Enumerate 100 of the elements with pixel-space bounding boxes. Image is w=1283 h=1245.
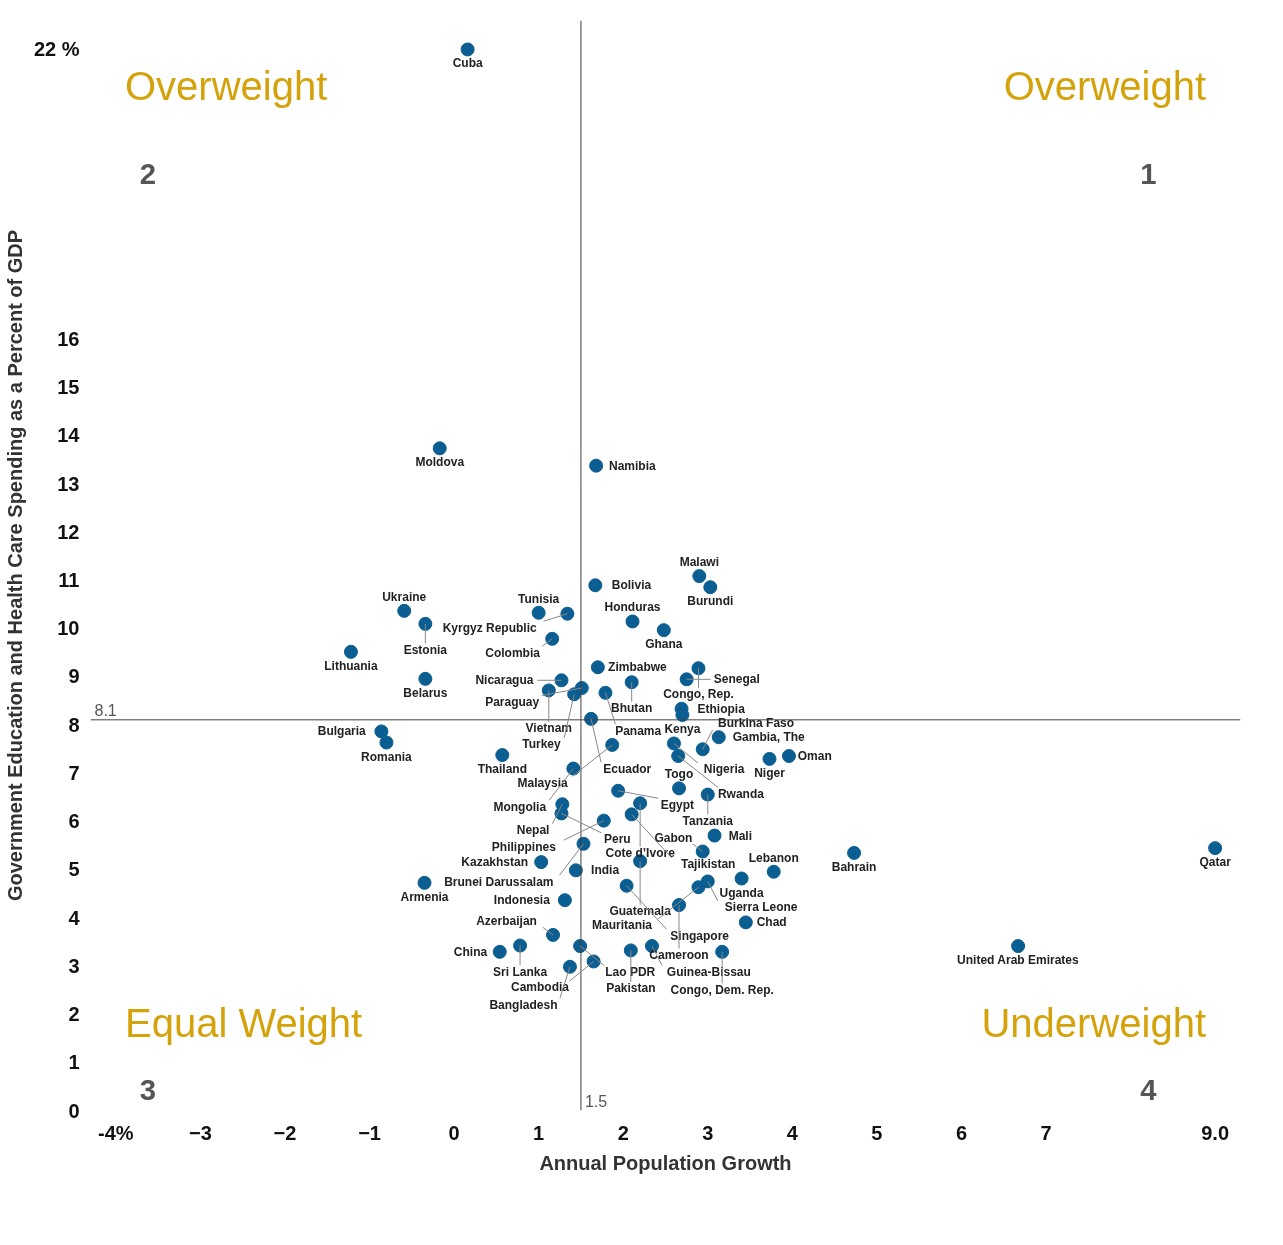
annotation: Mongolia bbox=[493, 799, 547, 814]
annotation: Congo, Dem. Rep. bbox=[670, 982, 774, 997]
x-tick-label: 1 bbox=[533, 1121, 545, 1144]
annotation: Malaysia bbox=[517, 775, 568, 790]
annotation: Mali bbox=[728, 828, 753, 843]
annotation: Tajikistan bbox=[680, 857, 736, 872]
y-tick-label: 16 bbox=[57, 327, 80, 350]
x-tick-label: -4% bbox=[98, 1121, 134, 1144]
annotation: 1 bbox=[1140, 157, 1157, 190]
y-tick-label: 13 bbox=[57, 472, 80, 495]
y-tick-label: 12 bbox=[57, 520, 80, 543]
annotation: Guatemala bbox=[609, 904, 672, 919]
x-tick-label: 9.0 bbox=[1201, 1121, 1230, 1144]
annotation: Romania bbox=[361, 749, 413, 764]
y-tick-label: 5 bbox=[68, 858, 80, 881]
annotation: 4 bbox=[1140, 1072, 1158, 1106]
x-tick-label: 6 bbox=[955, 1121, 968, 1144]
annotation: Pakistan bbox=[606, 981, 656, 996]
annotation: Bolivia bbox=[611, 578, 652, 593]
annotation: Colombia bbox=[485, 645, 541, 660]
annotation: Niger bbox=[754, 765, 786, 780]
annotation: Senegal bbox=[713, 672, 760, 687]
y-tick-label: 3 bbox=[68, 954, 80, 977]
annotation: Estonia bbox=[403, 642, 448, 657]
annotation: India bbox=[591, 863, 620, 878]
x-tick-label: −2 bbox=[273, 1121, 297, 1144]
annotation: Lebanon bbox=[748, 850, 799, 865]
y-tick-label: 4 bbox=[68, 906, 81, 929]
y-tick-label: 6 bbox=[68, 810, 80, 833]
y-tick-label: 9 bbox=[68, 665, 80, 688]
annotation: Chad bbox=[756, 915, 787, 930]
annotation: Bahrain bbox=[831, 859, 877, 874]
annotation: Qatar bbox=[1199, 855, 1232, 870]
annotation: Panama bbox=[615, 723, 662, 738]
annotation: Azerbaijan bbox=[476, 913, 537, 928]
y-axis-title: Government Education and Health Care Spending as a Percent of GDP bbox=[3, 229, 26, 902]
annotation: Gabon bbox=[654, 830, 693, 845]
annotation: Sierra Leone bbox=[724, 900, 798, 915]
annotation: Gambia, The bbox=[732, 730, 806, 745]
annotation: 2 bbox=[139, 157, 157, 190]
annotation: Uganda bbox=[719, 885, 764, 900]
annotation: Lao PDR bbox=[605, 965, 656, 980]
annotation: Egypt bbox=[660, 797, 695, 812]
annotation: Nigeria bbox=[703, 762, 745, 777]
annotation: Ecuador bbox=[603, 761, 652, 776]
annotation: Ethiopia bbox=[697, 701, 746, 716]
annotation: Malawi bbox=[679, 555, 720, 570]
annotation: Overweight bbox=[1003, 63, 1207, 108]
y-tick-label: 7 bbox=[68, 761, 80, 784]
annotation: Guinea-Bissau bbox=[666, 965, 751, 980]
annotation: Oman bbox=[797, 749, 832, 764]
annotation: Philippines bbox=[491, 839, 557, 854]
annotation: Singapore bbox=[670, 928, 730, 943]
y-tick-label: 8 bbox=[68, 713, 80, 736]
annotation: Bangladesh bbox=[489, 997, 558, 1012]
annotation: Bhutan bbox=[611, 701, 653, 716]
y-tick-label: 14 bbox=[57, 424, 81, 447]
annotation: Kenya bbox=[664, 722, 701, 737]
annotation: Tanzania bbox=[682, 813, 734, 828]
annotation: Ghana bbox=[645, 637, 683, 652]
annotation: Equal Weight bbox=[125, 1001, 363, 1046]
annotation: Paraguay bbox=[485, 695, 540, 709]
annotation: Kazakhstan bbox=[461, 855, 529, 870]
annotation: Brunei Darussalam bbox=[444, 874, 554, 889]
annotation: Burkina Faso bbox=[718, 716, 795, 731]
annotation: Congo, Rep. bbox=[663, 687, 734, 702]
annotation: Sri Lanka bbox=[493, 964, 548, 979]
y-tick-label: 10 bbox=[57, 617, 80, 640]
annotation: Bulgaria bbox=[317, 724, 367, 739]
x-tick-label: 5 bbox=[871, 1121, 883, 1144]
ref-line-label: 1.5 bbox=[584, 1092, 608, 1110]
annotation: Overweight bbox=[125, 63, 328, 108]
annotation: Burundi bbox=[687, 594, 734, 609]
annotation: Belarus bbox=[403, 685, 448, 700]
y-tick-label: 22 % bbox=[33, 38, 80, 61]
y-tick-label: 11 bbox=[58, 568, 80, 591]
annotation: Namibia bbox=[608, 458, 656, 473]
annotation: Zimbabwe bbox=[608, 660, 668, 675]
x-tick-label: 7 bbox=[1040, 1121, 1052, 1144]
x-tick-label: 3 bbox=[702, 1121, 714, 1144]
y-tick-label: 2 bbox=[68, 1003, 80, 1026]
annotation: Moldova bbox=[415, 455, 465, 470]
annotation: Vietnam bbox=[525, 721, 573, 736]
annotation: Tunisia bbox=[518, 591, 560, 606]
annotation: Peru bbox=[603, 832, 631, 847]
annotation: Underweight bbox=[981, 1001, 1207, 1046]
annotation: Cuba bbox=[452, 56, 483, 71]
y-tick-label: 15 bbox=[57, 376, 80, 399]
annotation: Cote d’Ivore bbox=[605, 846, 676, 861]
annotation: Nepal bbox=[516, 823, 550, 838]
annotation: Ukraine bbox=[382, 589, 427, 604]
annotation: Armenia bbox=[400, 889, 449, 904]
y-tick-label: 1 bbox=[68, 1051, 80, 1074]
annotation: Turkey bbox=[522, 737, 562, 752]
annotation: China bbox=[453, 944, 488, 959]
x-tick-label: 4 bbox=[786, 1121, 799, 1144]
annotation: Cameroon bbox=[649, 948, 709, 963]
ref-line-label: 8.1 bbox=[94, 701, 117, 719]
annotation: Honduras bbox=[604, 600, 661, 615]
y-tick-label: 0 bbox=[68, 1099, 80, 1122]
